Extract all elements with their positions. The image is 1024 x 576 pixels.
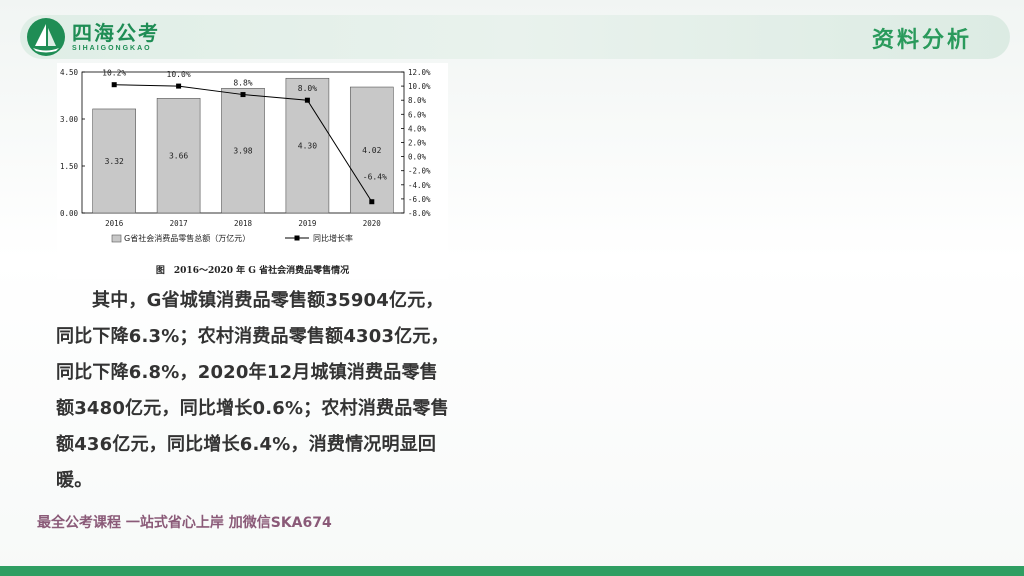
combo-chart: 0.00 1.50 3.00 4.50 12.0% 10.0% 8.0% 6.0% 4.0% 2.…	[57, 63, 448, 279]
growth-rate-point	[176, 84, 181, 89]
bar-value-label: 3.98	[233, 147, 252, 156]
x-axis-tick-label: 2017	[170, 219, 188, 228]
x-axis-tick-label: 2020	[363, 219, 382, 228]
growth-rate-point	[112, 82, 117, 87]
growth-rate-label: 10.0%	[167, 70, 191, 79]
growth-rate-point	[241, 92, 246, 97]
section-title: 资料分析	[872, 22, 972, 54]
right-axis-tick-label: -4.0%	[408, 181, 431, 190]
x-axis-tick-label: 2016	[105, 219, 124, 228]
left-axis-tick-label: 3.00	[60, 115, 79, 124]
right-axis-tick-label: -6.0%	[408, 195, 431, 204]
legend-line-label: 同比增长率	[313, 233, 353, 243]
bar-value-label: 3.32	[105, 157, 124, 166]
x-axis-tick-label: 2018	[234, 219, 253, 228]
right-axis-tick-label: -8.0%	[408, 209, 431, 218]
bar-value-label: 3.66	[169, 152, 188, 161]
bar-value-label: 4.02	[362, 146, 381, 155]
growth-rate-point	[305, 98, 310, 103]
growth-rate-label: 8.8%	[233, 79, 252, 88]
right-axis-tick-label: 6.0%	[408, 110, 427, 119]
right-axis-tick-label: 0.0%	[408, 153, 427, 162]
logo-pinyin-name: SIHAIGONGKAO	[72, 44, 160, 53]
bar-value-label: 4.30	[298, 142, 317, 151]
analysis-paragraph: 其中，G省城镇消费品零售额35904亿元，同比下降6.3%；农村消费品零售额43…	[56, 283, 456, 499]
left-axis-tick-label: 4.50	[60, 68, 79, 77]
bottom-bar	[0, 566, 1024, 576]
right-axis-tick-label: 2.0%	[408, 139, 427, 148]
logo: 四海公考 SIHAIGONGKAO	[26, 15, 160, 59]
logo-chinese-name: 四海公考	[72, 22, 160, 44]
header-banner	[20, 15, 1010, 59]
legend-bar-swatch	[112, 235, 121, 242]
left-axis-tick-label: 1.50	[60, 162, 79, 171]
x-axis-tick-label: 2019	[298, 219, 316, 228]
legend-bar-label: G省社会消费品零售总额（万亿元）	[124, 233, 250, 243]
right-axis-tick-label: -2.0%	[408, 167, 431, 176]
right-axis-tick-label: 12.0%	[408, 68, 431, 77]
footer-promo-text: 最全公考课程 一站式省心上岸 加微信SKA674	[37, 512, 332, 532]
right-axis-tick-label: 4.0%	[408, 124, 427, 133]
growth-rate-label: 8.0%	[298, 84, 317, 93]
chart-caption: 图 2016～2020 年 G 省社会消费品零售情况	[57, 263, 448, 276]
right-axis-tick-label: 8.0%	[408, 96, 427, 105]
left-axis-tick-label: 0.00	[60, 209, 79, 218]
sailboat-logo-icon	[26, 17, 66, 57]
growth-rate-label: 10.2%	[102, 69, 126, 78]
legend-line-marker	[295, 236, 300, 241]
growth-rate-point	[369, 199, 374, 204]
growth-rate-label: -6.4%	[363, 173, 387, 182]
right-axis-tick-label: 10.0%	[408, 82, 431, 91]
chart-figure: 0.00 1.50 3.00 4.50 12.0% 10.0% 8.0% 6.0% 4.0% 2.…	[57, 63, 448, 279]
